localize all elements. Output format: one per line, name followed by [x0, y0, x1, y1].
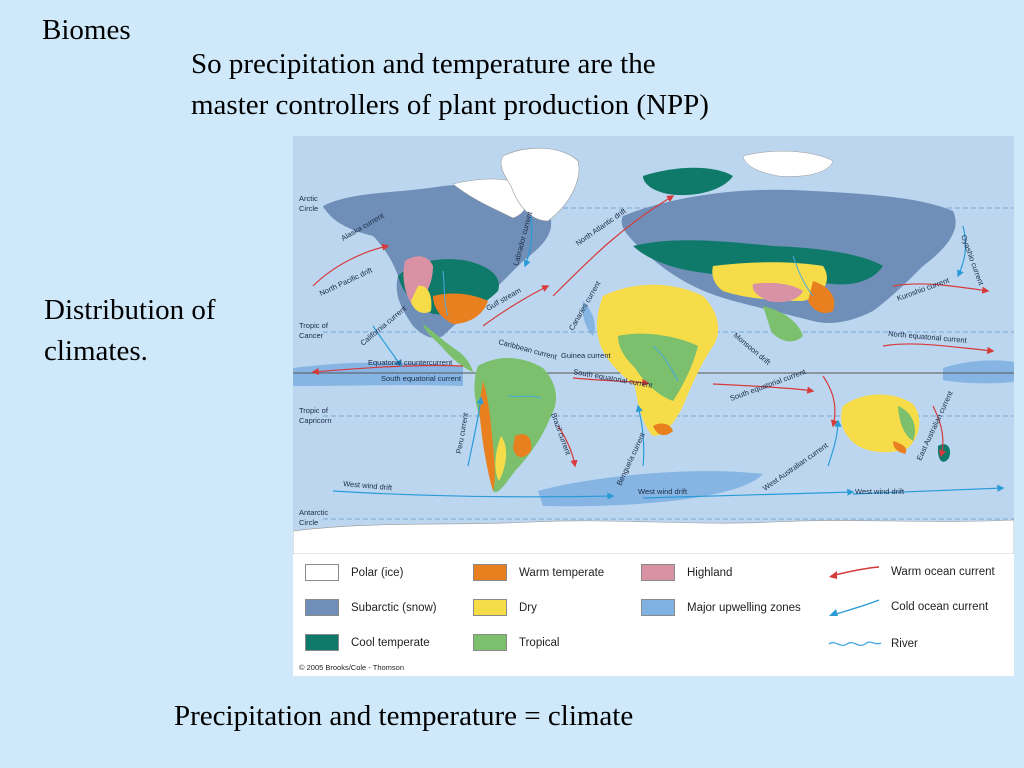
side-caption-line-1: Distribution of — [44, 294, 216, 326]
cold-currents — [332, 215, 1005, 500]
legend-highland: Highland — [641, 564, 732, 581]
legend-label: Polar (ice) — [351, 566, 404, 579]
capricorn-label-2: Capricorn — [299, 416, 332, 425]
swatch-polar-ice — [305, 564, 339, 581]
north-america — [323, 178, 552, 372]
legend-label: Subarctic (snow) — [351, 601, 437, 614]
legend-label: Tropical — [519, 636, 560, 649]
legend-label: Dry — [519, 601, 537, 614]
equatorial-countercurrent-label: Equatorial countercurrent — [368, 358, 453, 367]
map-legend: Polar (ice) Warm temperate Highland Suba… — [293, 554, 1014, 676]
swatch-dry — [473, 599, 507, 616]
warm-current-arrow-icon — [829, 566, 880, 579]
subtitle-line-1: So precipitation and temperature are the — [191, 48, 656, 80]
south-america — [474, 357, 557, 493]
africa — [597, 284, 719, 436]
swatch-subarctic-snow — [305, 599, 339, 616]
legend-major-upwelling: Major upwelling zones — [641, 599, 801, 616]
legend-warm-current: Warm ocean current — [825, 562, 995, 582]
antarctic-label-2: Circle — [299, 518, 318, 527]
guinea-current-label: Guinea current — [561, 351, 612, 360]
legend-cool-temperate: Cool temperate — [305, 634, 430, 651]
greenland — [500, 147, 580, 222]
antarctic-label: Antarctic — [299, 508, 328, 517]
side-caption-line-2: climates. — [44, 335, 148, 367]
cold-current-arrow-icon — [829, 599, 880, 616]
legend-river: River — [825, 634, 918, 654]
legend-label: Major upwelling zones — [687, 601, 801, 614]
south-equatorial-current-label: South equatorial current — [381, 374, 462, 383]
arctic-label-2: Circle — [299, 204, 318, 213]
rivers — [442, 255, 814, 399]
cancer-label-2: Cancer — [299, 331, 324, 340]
legend-subarctic-snow: Subarctic (snow) — [305, 599, 437, 616]
cancer-label: Tropic of — [299, 321, 329, 330]
west-wind-drift-label-2: West wind drift — [638, 487, 688, 496]
upwelling-zones — [293, 301, 1014, 507]
warm-currents — [311, 195, 995, 468]
river-wave-icon — [828, 641, 882, 647]
legend-label: Highland — [687, 566, 733, 579]
swatch-tropical — [473, 634, 507, 651]
slide-footer: Precipitation and temperature = climate — [174, 700, 634, 732]
legend-label: Warm ocean current — [891, 566, 995, 578]
legend-label: Warm temperate — [519, 566, 605, 579]
swatch-major-upwelling — [641, 599, 675, 616]
legend-label: Cool temperate — [351, 636, 430, 649]
slide-subtitle: So precipitation and temperature are the… — [191, 44, 831, 126]
legend-label: River — [891, 638, 918, 650]
legend-label: Cold ocean current — [891, 601, 989, 613]
slide-title: Biomes — [42, 14, 131, 46]
legend-cold-current: Cold ocean current — [825, 597, 988, 617]
swatch-highland — [641, 564, 675, 581]
climate-figure: Arctic Circle Tropic of Cancer Tropic of… — [293, 136, 1014, 676]
legend-polar-ice: Polar (ice) — [305, 564, 403, 581]
arctic-label: Arctic — [299, 194, 318, 203]
world-climate-map: Arctic Circle Tropic of Cancer Tropic of… — [293, 136, 1014, 554]
subtitle-line-2: master controllers of plant production (… — [191, 89, 709, 121]
eurasia — [621, 150, 956, 342]
west-wind-drift-label-3: West wind drift — [855, 487, 905, 496]
swatch-warm-temperate — [473, 564, 507, 581]
west-wind-drift-label-1: West wind drift — [343, 479, 394, 492]
legend-warm-temperate: Warm temperate — [473, 564, 604, 581]
latitude-labels: Arctic Circle Tropic of Cancer Tropic of… — [299, 194, 332, 527]
side-caption: Distribution of climates. — [44, 290, 284, 372]
legend-dry: Dry — [473, 599, 537, 616]
antarctica — [293, 519, 1014, 554]
capricorn-label: Tropic of — [299, 406, 329, 415]
legend-tropical: Tropical — [473, 634, 559, 651]
copyright-notice: © 2005 Brooks/Cole - Thomson — [299, 663, 405, 672]
swatch-cool-temperate — [305, 634, 339, 651]
